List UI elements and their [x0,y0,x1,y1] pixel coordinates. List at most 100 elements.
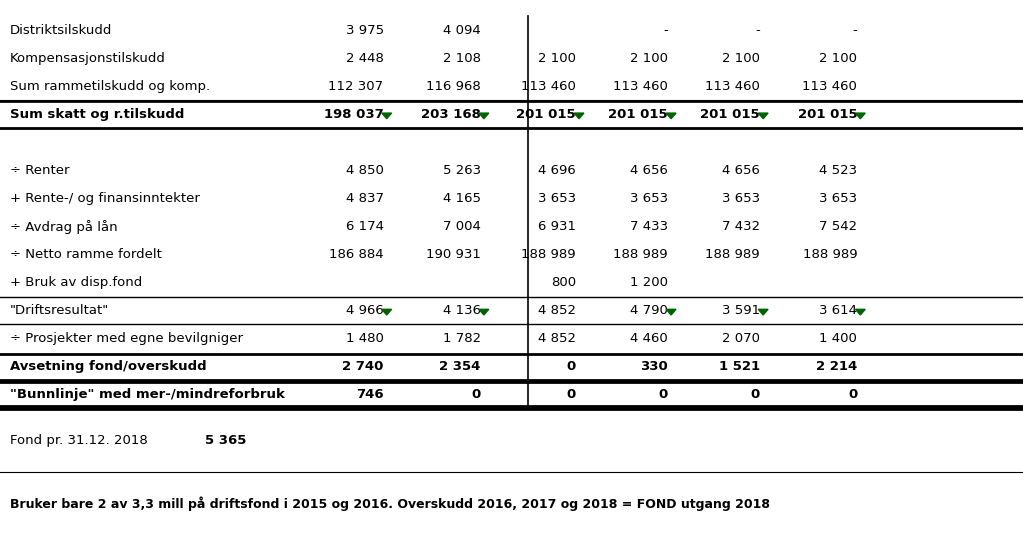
Text: 113 460: 113 460 [521,80,576,93]
Text: Distriktsilskudd: Distriktsilskudd [10,24,113,37]
Text: + Rente-/ og finansinntekter: + Rente-/ og finansinntekter [10,192,201,205]
Text: + Bruk av disp.fond: + Bruk av disp.fond [10,276,142,289]
Text: 188 989: 188 989 [614,248,668,261]
Text: 3 614: 3 614 [819,304,857,317]
Text: Avsetning fond/overskudd: Avsetning fond/overskudd [10,360,207,373]
Text: 1 521: 1 521 [719,360,760,373]
Text: 0: 0 [751,388,760,401]
Polygon shape [574,113,584,119]
Text: 5 263: 5 263 [443,164,481,177]
Text: 203 168: 203 168 [420,108,481,121]
Text: -: - [852,24,857,37]
Polygon shape [382,113,392,119]
Text: 4 850: 4 850 [346,164,384,177]
Text: ÷ Netto ramme fordelt: ÷ Netto ramme fordelt [10,248,162,261]
Text: Fond pr. 31.12. 2018: Fond pr. 31.12. 2018 [10,434,148,447]
Text: 4 165: 4 165 [443,192,481,205]
Text: 188 989: 188 989 [522,248,576,261]
Text: 190 931: 190 931 [426,248,481,261]
Text: -: - [755,24,760,37]
Text: 201 015: 201 015 [798,108,857,121]
Text: 4 966: 4 966 [346,304,384,317]
Text: 4 656: 4 656 [722,164,760,177]
Text: 0: 0 [659,388,668,401]
Polygon shape [758,113,768,119]
Polygon shape [479,309,489,315]
Text: 113 460: 113 460 [613,80,668,93]
Text: 6 931: 6 931 [538,220,576,233]
Text: 2 100: 2 100 [819,52,857,65]
Text: 186 884: 186 884 [329,248,384,261]
Polygon shape [758,309,768,315]
Text: -: - [663,24,668,37]
Text: 2 214: 2 214 [816,360,857,373]
Polygon shape [855,113,865,119]
Text: 4 656: 4 656 [630,164,668,177]
Text: 4 790: 4 790 [630,304,668,317]
Polygon shape [666,309,676,315]
Text: 4 094: 4 094 [443,24,481,37]
Text: 3 653: 3 653 [538,192,576,205]
Text: 4 852: 4 852 [538,332,576,345]
Text: 188 989: 188 989 [803,248,857,261]
Text: 2 100: 2 100 [630,52,668,65]
Text: 188 989: 188 989 [706,248,760,261]
Text: 201 015: 201 015 [517,108,576,121]
Text: 800: 800 [550,276,576,289]
Text: 2 108: 2 108 [443,52,481,65]
Text: 7 432: 7 432 [722,220,760,233]
Text: 1 200: 1 200 [630,276,668,289]
Text: 112 307: 112 307 [328,80,384,93]
Text: "Bunnlinje" med mer-/mindreforbruk: "Bunnlinje" med mer-/mindreforbruk [10,388,285,401]
Text: 2 100: 2 100 [538,52,576,65]
Text: 0: 0 [567,388,576,401]
Text: 198 037: 198 037 [324,108,384,121]
Text: 0: 0 [472,388,481,401]
Text: 3 653: 3 653 [722,192,760,205]
Text: 5 365: 5 365 [205,434,246,447]
Text: 113 460: 113 460 [705,80,760,93]
Text: 7 004: 7 004 [443,220,481,233]
Text: 116 968: 116 968 [426,80,481,93]
Text: Bruker bare 2 av 3,3 mill på driftsfond i 2015 og 2016. Overskudd 2016, 2017 og : Bruker bare 2 av 3,3 mill på driftsfond … [10,496,770,511]
Text: 4 696: 4 696 [538,164,576,177]
Text: 3 975: 3 975 [346,24,384,37]
Text: 2 354: 2 354 [440,360,481,373]
Text: 3 591: 3 591 [722,304,760,317]
Text: ÷ Renter: ÷ Renter [10,164,70,177]
Text: 2 740: 2 740 [343,360,384,373]
Text: 201 015: 201 015 [701,108,760,121]
Text: 4 523: 4 523 [819,164,857,177]
Text: 4 852: 4 852 [538,304,576,317]
Polygon shape [855,309,865,315]
Text: 6 174: 6 174 [346,220,384,233]
Polygon shape [382,309,392,315]
Polygon shape [479,113,489,119]
Text: 3 653: 3 653 [630,192,668,205]
Text: 4 837: 4 837 [346,192,384,205]
Text: 0: 0 [848,388,857,401]
Text: Sum rammetilskudd og komp.: Sum rammetilskudd og komp. [10,80,211,93]
Text: 0: 0 [567,360,576,373]
Text: 201 015: 201 015 [609,108,668,121]
Text: "Driftsresultat": "Driftsresultat" [10,304,109,317]
Text: 1 400: 1 400 [819,332,857,345]
Text: 4 460: 4 460 [630,332,668,345]
Text: 113 460: 113 460 [802,80,857,93]
Text: 746: 746 [356,388,384,401]
Text: 2 100: 2 100 [722,52,760,65]
Text: ÷ Prosjekter med egne bevilgniger: ÷ Prosjekter med egne bevilgniger [10,332,243,345]
Polygon shape [666,113,676,119]
Text: 2 448: 2 448 [346,52,384,65]
Text: 330: 330 [640,360,668,373]
Text: 4 136: 4 136 [443,304,481,317]
Text: 2 070: 2 070 [722,332,760,345]
Text: 3 653: 3 653 [819,192,857,205]
Text: 7 433: 7 433 [630,220,668,233]
Text: Sum skatt og r.tilskudd: Sum skatt og r.tilskudd [10,108,184,121]
Text: Kompensasjonstilskudd: Kompensasjonstilskudd [10,52,166,65]
Text: 1 480: 1 480 [346,332,384,345]
Text: ÷ Avdrag på lån: ÷ Avdrag på lån [10,220,118,234]
Text: 1 782: 1 782 [443,332,481,345]
Text: 7 542: 7 542 [819,220,857,233]
